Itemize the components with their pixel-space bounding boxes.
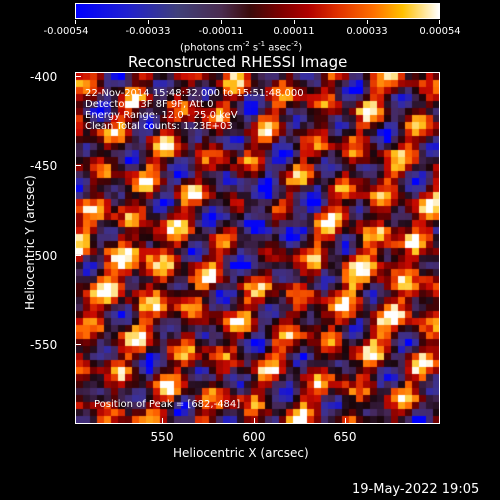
image-plot: 22-Nov-2014 15:48:32.000 to 15:51:48.000… [75,72,440,424]
plot-title: Reconstructed RHESSI Image [128,53,348,71]
x-axis-tick [345,418,346,424]
info-line-clean: Clean Total counts: 1.23E+03 [85,121,233,132]
colorbar-tick [75,20,76,24]
colorbar-tick-label: -0.00054 [43,26,89,37]
colorbar-tick [221,20,222,24]
heatmap-image [76,73,439,423]
x-tick-label: 600 [242,430,266,444]
x-tick-label: 650 [333,430,357,444]
peak-position-text: Position of Peak = [682,-484] [94,399,241,410]
colorbar-tick-label: -0.00011 [198,26,244,37]
y-axis-tick [75,76,81,77]
y-axis-tick [75,165,81,166]
info-line-detectors: Detectors: 3F 8F 9F, Att 0 [85,99,214,110]
colorbar-tick [148,20,149,24]
y-axis-tick [75,344,81,345]
colorbar-tick-label: 0.00054 [419,26,461,37]
y-tick-label: -500 [30,249,58,263]
colorbar-tick [367,20,368,24]
colorbar-tick-label: 0.00011 [273,26,315,37]
x-axis-tick [162,418,163,424]
colorbar-gradient [75,3,440,19]
colorbar-tick [439,20,440,24]
x-tick-label: 550 [150,430,174,444]
y-tick-label: -400 [30,70,58,84]
info-line-energy: Energy Range: 12.0 - 25.0 keV [85,110,238,121]
x-axis-label: Heliocentric X (arcsec) [173,446,309,460]
info-line-time: 22-Nov-2014 15:48:32.000 to 15:51:48.000 [85,88,304,99]
colorbar-tick [294,20,295,24]
y-tick-label: -550 [30,338,58,352]
colorbar-tick-label: -0.00033 [125,26,171,37]
y-tick-label: -450 [30,159,58,173]
y-axis-tick [75,255,81,256]
colorbar-tick-label: 0.00033 [346,26,388,37]
x-axis-tick [254,418,255,424]
timestamp: 19-May-2022 19:05 [352,482,480,497]
colorbar-units: (photons cm-2 s-1 asec-2) [180,40,303,54]
y-axis-label: Heliocentric Y (arcsec) [23,175,37,310]
